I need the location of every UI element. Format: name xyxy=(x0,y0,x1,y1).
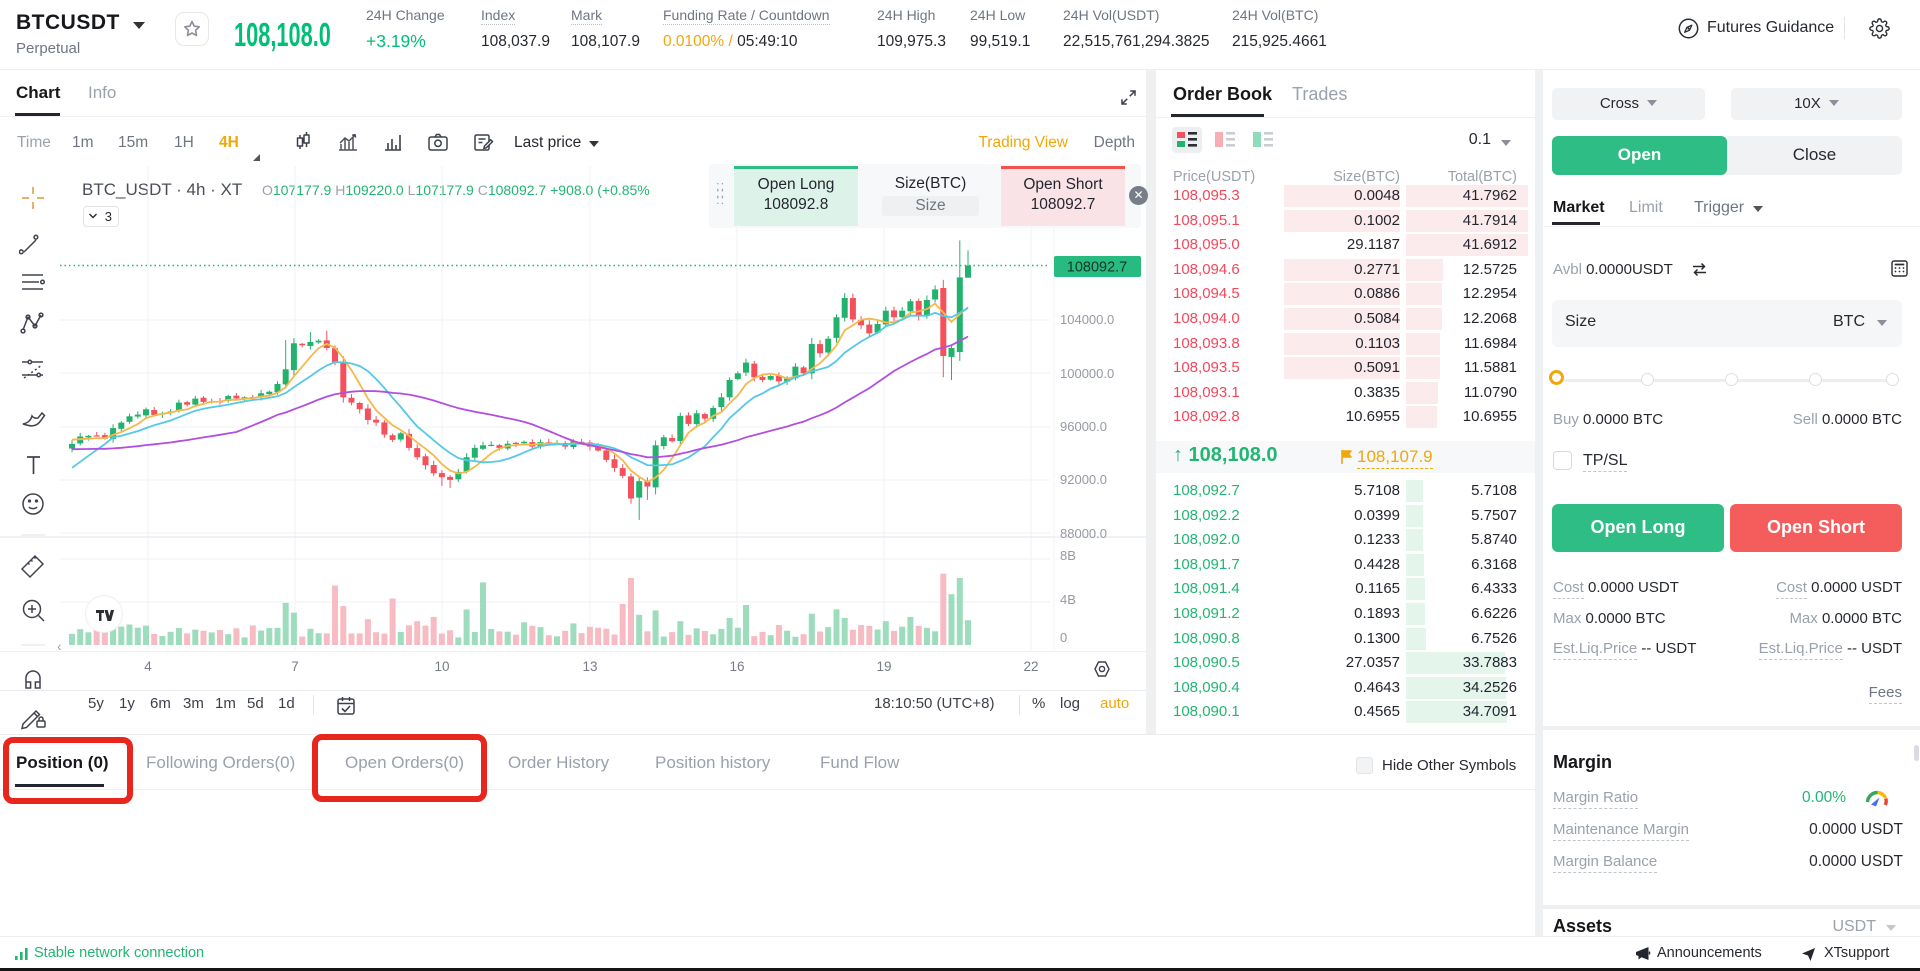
svg-text:108092.7: 108092.7 xyxy=(1067,260,1127,276)
svg-text:8B: 8B xyxy=(1060,548,1076,563)
svg-text:13: 13 xyxy=(582,659,597,674)
svg-text:92000.0: 92000.0 xyxy=(1060,472,1107,487)
svg-text:10: 10 xyxy=(434,659,449,674)
svg-text:4: 4 xyxy=(144,659,152,674)
svg-text:19: 19 xyxy=(876,659,891,674)
svg-text:100000.0: 100000.0 xyxy=(1060,366,1114,381)
svg-text:4B: 4B xyxy=(1060,592,1076,607)
svg-text:0: 0 xyxy=(1060,630,1067,645)
svg-text:96000.0: 96000.0 xyxy=(1060,419,1107,434)
svg-text:16: 16 xyxy=(729,659,744,674)
svg-text:88000.0: 88000.0 xyxy=(1060,526,1107,541)
svg-text:22: 22 xyxy=(1023,659,1038,674)
svg-text:7: 7 xyxy=(291,659,299,674)
svg-text:104000.0: 104000.0 xyxy=(1060,312,1114,327)
